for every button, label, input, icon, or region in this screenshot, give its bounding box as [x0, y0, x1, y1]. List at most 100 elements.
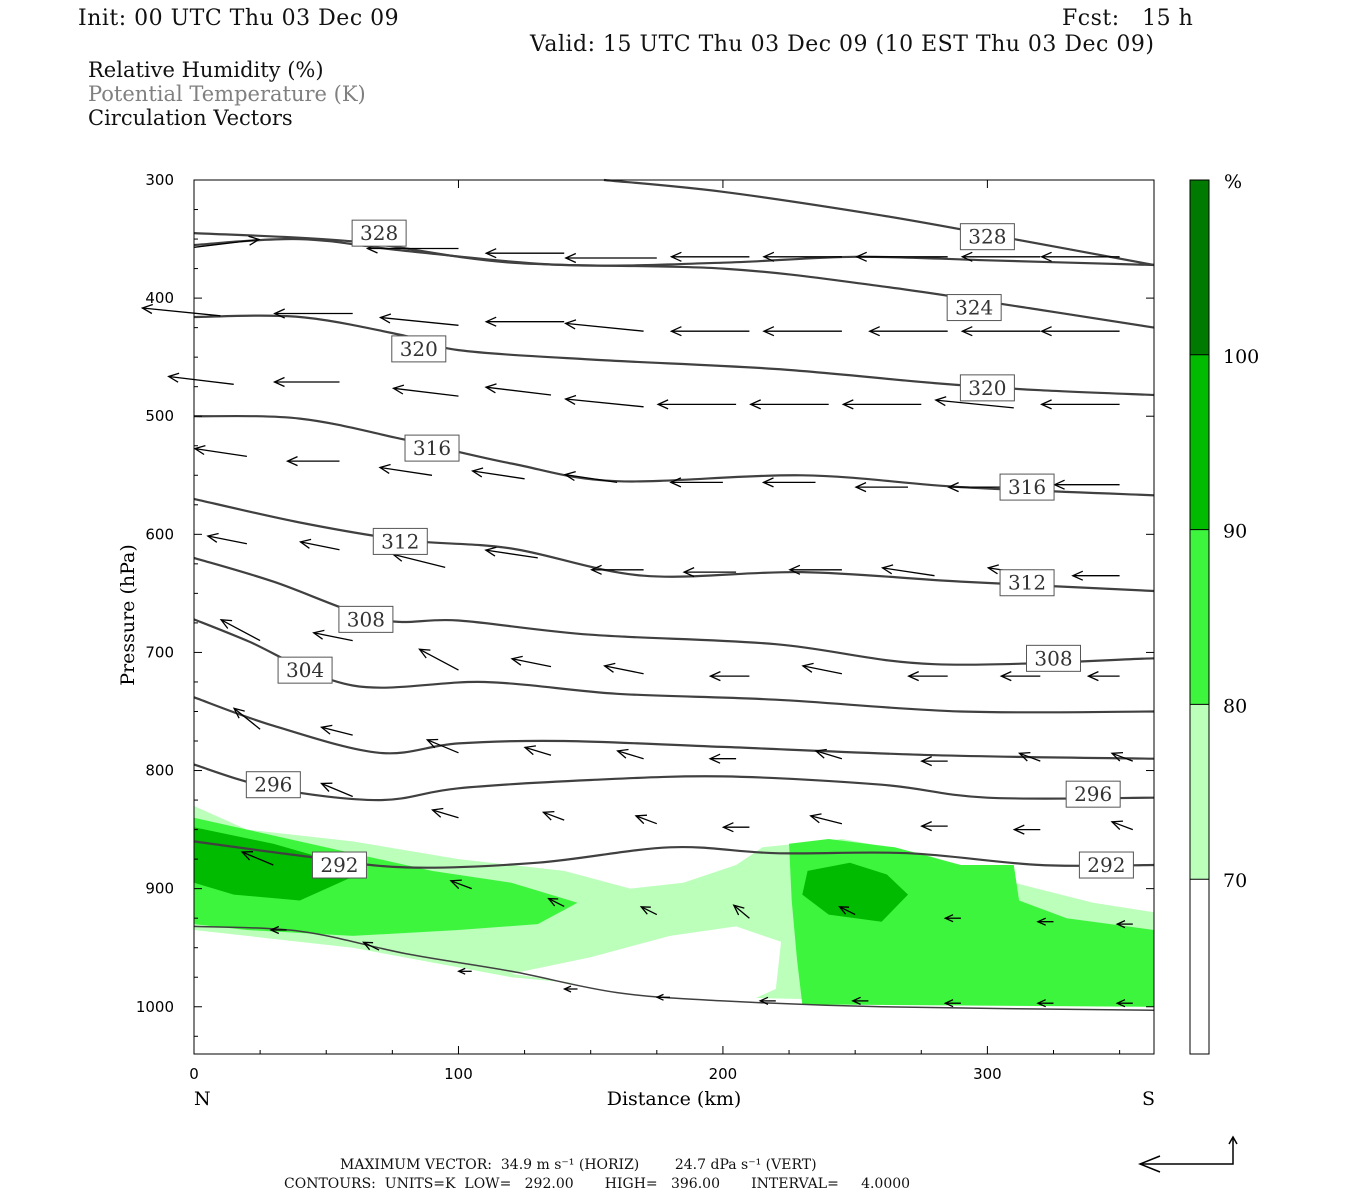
contour-info: CONTOURS: UNITS=K LOW= 292.00 HIGH= 396.…	[284, 1176, 911, 1192]
circulation-vector	[425, 738, 459, 754]
circulation-vector	[907, 671, 948, 682]
circulation-vector	[960, 251, 1041, 262]
colorbar-unit: %	[1224, 171, 1242, 193]
contour-label-box	[959, 374, 1015, 402]
circulation-vector	[708, 671, 750, 682]
circulation-vector	[669, 251, 750, 262]
contour-label: 328	[968, 225, 1006, 249]
field-label-theta: Potential Temperature (K)	[88, 82, 366, 106]
circulation-vector	[272, 376, 340, 388]
circulation-vector	[801, 662, 843, 675]
contour-label-box	[404, 434, 460, 462]
circulation-vector	[193, 444, 247, 458]
circulation-vector	[669, 477, 723, 488]
colorbar-tick-label: 70	[1223, 870, 1247, 892]
circulation-vector	[471, 467, 525, 480]
contour-label: 308	[1034, 646, 1072, 670]
circulation-vector	[431, 807, 459, 819]
contour-label: 296	[1074, 782, 1112, 806]
circulation-vector	[590, 564, 644, 575]
circulation-vector	[1110, 820, 1134, 831]
circulation-vector	[1040, 399, 1120, 410]
circulation-vector	[708, 753, 737, 764]
contour-label: 296	[254, 773, 292, 797]
x-tick-label: 100	[444, 1065, 473, 1083]
axes-layer: 300 400 500 600 700 800 900 1000 0 100 200 300	[136, 171, 1154, 1083]
circulation-vector	[1071, 570, 1120, 581]
circulation-vector	[960, 326, 1041, 337]
circulation-vector	[206, 532, 248, 545]
circulation-vector	[1110, 751, 1134, 762]
circulation-vector	[854, 482, 908, 493]
colorbar-tick-label: 90	[1223, 521, 1247, 543]
circulation-vector	[541, 810, 565, 821]
theta-contour	[193, 696, 1155, 760]
circulation-vector	[999, 671, 1041, 682]
circulation-vector	[880, 564, 935, 577]
circulation-vector	[762, 326, 842, 337]
theta-contour	[193, 763, 1155, 802]
y-axis-label: Pressure (hPa)	[117, 544, 139, 686]
contour-label: 320	[400, 337, 438, 361]
circulation-vector	[547, 897, 565, 907]
forecast-hour: Fcst: 15 h	[1062, 6, 1194, 31]
theta-contour	[193, 497, 1155, 593]
theta-contour	[193, 618, 1155, 714]
circulation-vector	[749, 399, 829, 410]
circulation-vector	[868, 326, 948, 337]
x-tick-label: 300	[973, 1065, 1002, 1083]
contour-label-box	[946, 294, 1002, 322]
contour-label-box	[1065, 780, 1121, 808]
circulation-vector	[320, 782, 353, 798]
rh-region-70	[511, 926, 782, 1001]
circulation-vector	[240, 851, 274, 866]
colorbar-swatch	[1190, 704, 1209, 880]
circulation-vector	[219, 619, 261, 642]
colorbar-frame	[1189, 179, 1210, 1055]
circulation-vector	[319, 724, 353, 736]
circulation-vector	[140, 303, 221, 317]
contour-label: 316	[1008, 475, 1046, 499]
circulation-vector	[484, 383, 552, 396]
valid-time: Valid: 15 UTC Thu 03 Dec 09 (10 EST Thu …	[530, 32, 1155, 57]
circulation-vector	[1115, 999, 1133, 1008]
reference-vector-icon	[1137, 1135, 1238, 1173]
south-end-label: S	[1142, 1088, 1155, 1110]
colorbar-swatch	[1190, 354, 1209, 530]
circulation-vector	[362, 941, 380, 951]
circulation-vector	[510, 655, 552, 668]
circulation-vector	[656, 399, 737, 410]
contour-label-box	[311, 851, 367, 879]
circulation-vector	[788, 564, 842, 575]
contour-label-box	[999, 473, 1055, 501]
circulation-vector	[564, 319, 644, 332]
circulation-vector	[838, 906, 856, 916]
contour-label: 312	[1008, 571, 1046, 595]
contour-label-box	[372, 527, 428, 555]
circulation-vector	[1018, 751, 1041, 762]
circulation-vector	[273, 308, 353, 319]
y-tick-label: 700	[145, 643, 174, 661]
circulation-vector	[1086, 671, 1120, 682]
circulation-vector	[814, 748, 843, 760]
circulation-vector	[1036, 917, 1054, 926]
theta-contour	[603, 178, 1155, 267]
contour-label: 292	[320, 853, 358, 877]
circulation-vector	[1053, 479, 1120, 490]
circulation-vector	[655, 993, 670, 1001]
colorbar-swatch	[1190, 180, 1209, 355]
rh-region-80	[194, 817, 578, 936]
circulation-vector	[920, 756, 948, 767]
init-time: Init: 00 UTC Thu 03 Dec 09	[78, 6, 400, 31]
contour-label-box	[959, 223, 1015, 251]
contour-label-box	[1026, 644, 1082, 672]
contour-label: 316	[413, 436, 451, 460]
circulation-vector	[809, 813, 843, 825]
circulation-vector	[523, 745, 552, 756]
circulation-vector	[616, 748, 644, 760]
theta-contour	[193, 556, 1155, 666]
circulation-vector	[312, 629, 353, 642]
circulation-vector	[484, 316, 565, 327]
contour-label: 328	[360, 221, 398, 245]
